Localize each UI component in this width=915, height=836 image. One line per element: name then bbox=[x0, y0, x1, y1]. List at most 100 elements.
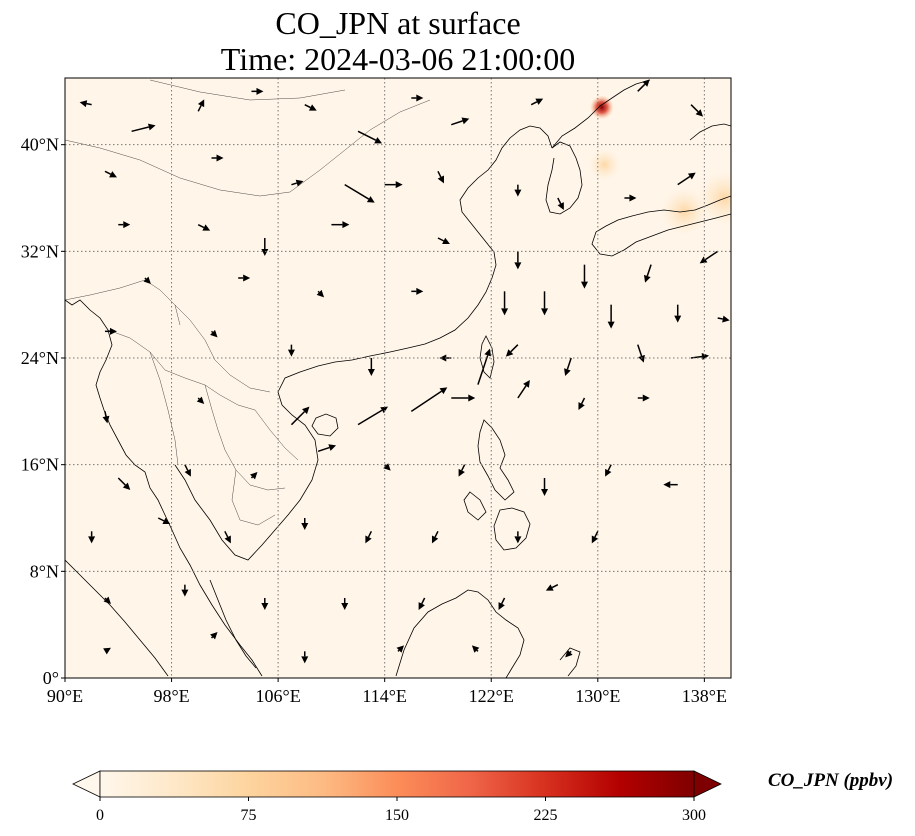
wind-arrow bbox=[211, 154, 224, 162]
wind-arrow bbox=[471, 645, 480, 653]
lon-tick-label: 122°E bbox=[469, 686, 514, 706]
lon-tick-label: 138°E bbox=[682, 686, 727, 706]
colorbar-tick-label: 225 bbox=[534, 807, 558, 824]
wind-arrow bbox=[451, 117, 470, 126]
wind-arrow bbox=[103, 596, 111, 604]
map-frame bbox=[64, 77, 732, 679]
wind-arrow bbox=[677, 172, 696, 186]
northeast-coastline bbox=[551, 79, 651, 149]
japan-south-coastline bbox=[591, 213, 731, 257]
wind-arrow bbox=[367, 358, 375, 376]
wind-arrow bbox=[517, 380, 530, 399]
philippines-mindanao-coastline bbox=[493, 507, 531, 551]
lon-tick-label: 98°E bbox=[153, 686, 189, 706]
wind-arrow bbox=[514, 184, 522, 197]
wind-arrow bbox=[261, 238, 269, 256]
sulawesi-coastline bbox=[559, 647, 581, 677]
wind-arrow bbox=[181, 584, 189, 597]
country-borders bbox=[65, 79, 431, 526]
wind-arrow bbox=[131, 123, 156, 133]
wind-arrow bbox=[197, 223, 211, 231]
wind-arrow bbox=[287, 344, 295, 357]
wind-arrow bbox=[301, 651, 309, 664]
wind-arrow bbox=[624, 194, 637, 202]
wind-arrow bbox=[564, 357, 572, 376]
wind-arrow bbox=[344, 184, 375, 203]
wind-arrow bbox=[304, 103, 317, 111]
wind-arrow bbox=[210, 329, 218, 338]
wind-arrow bbox=[637, 394, 650, 402]
wind-arrow bbox=[541, 291, 549, 316]
wind-arrow bbox=[605, 464, 612, 477]
hainan-coastline bbox=[311, 413, 339, 437]
mainland-coastline bbox=[65, 299, 263, 677]
wind-arrow bbox=[541, 478, 549, 496]
wind-arrow bbox=[591, 530, 599, 544]
wind-arrow bbox=[184, 464, 191, 477]
wind-arrow bbox=[104, 170, 117, 178]
lon-tick-label: 114°E bbox=[362, 686, 407, 706]
wind-arrow bbox=[607, 304, 615, 329]
wind-arrow bbox=[663, 481, 678, 489]
wind-arrow bbox=[437, 170, 444, 184]
lat-tick-label: 16°N bbox=[21, 455, 59, 475]
wind-arrow bbox=[411, 287, 424, 295]
wind-arrow bbox=[580, 264, 588, 289]
wind-arrow bbox=[643, 264, 652, 283]
wind-arrow bbox=[578, 397, 586, 410]
wind-arrow bbox=[477, 348, 492, 385]
lat-tick-label: 32°N bbox=[21, 241, 59, 261]
wind-arrow bbox=[637, 344, 645, 363]
wind-arrow bbox=[498, 597, 506, 610]
japan-coastline bbox=[595, 195, 731, 233]
colorbar-tick-label: 0 bbox=[96, 807, 104, 824]
wind-arrow bbox=[341, 598, 349, 610]
wind-arrow bbox=[384, 181, 403, 189]
wind-arrow bbox=[79, 100, 92, 108]
hokkaido-coastline bbox=[689, 123, 731, 141]
colorbar-label: CO_JPN (ppbv) bbox=[768, 770, 894, 791]
lat-tick-label: 24°N bbox=[21, 348, 59, 368]
wind-arrow bbox=[357, 130, 383, 144]
wind-arrow bbox=[143, 276, 151, 284]
co-hotspot-0 bbox=[589, 95, 614, 120]
wind-arrow bbox=[505, 344, 519, 357]
colorbar-body bbox=[99, 770, 695, 798]
wind-arrow bbox=[410, 387, 448, 412]
wind-arrow bbox=[383, 463, 391, 471]
lon-tick-label: 90°E bbox=[47, 686, 83, 706]
colorbar-tick-label: 300 bbox=[682, 807, 706, 824]
lon-tick-label: 106°E bbox=[256, 686, 301, 706]
wind-arrow bbox=[317, 444, 337, 453]
latitude-ticks: 0° 8°N 16°N 24°N 32°N 40°N bbox=[21, 135, 65, 688]
wind-arrow bbox=[103, 647, 111, 655]
wind-arrow bbox=[261, 598, 269, 610]
wind-arrow bbox=[250, 472, 258, 480]
colorbar-tick-label: 75 bbox=[241, 807, 257, 824]
wind-arrow bbox=[357, 406, 389, 426]
colorbar-extend-max bbox=[693, 770, 722, 798]
wind-arrow bbox=[104, 327, 117, 335]
lon-tick-label: 130°E bbox=[575, 686, 620, 706]
map-content bbox=[65, 78, 731, 678]
indochina-coastline bbox=[174, 125, 553, 561]
wind-arrow bbox=[451, 394, 476, 402]
lat-tick-label: 8°N bbox=[30, 561, 59, 581]
map-title-line-2: Time: 2024-03-06 21:00:00 bbox=[220, 41, 576, 77]
wind-arrow bbox=[530, 98, 544, 106]
wind-arrow bbox=[690, 353, 710, 360]
korea-coastline bbox=[545, 141, 583, 215]
colorbar-ticks: 0 75 150 225 300 bbox=[96, 797, 706, 824]
wind-vectors bbox=[79, 79, 730, 664]
wind-arrow bbox=[210, 632, 218, 640]
wind-arrow bbox=[251, 87, 264, 95]
wind-arrow bbox=[238, 274, 251, 282]
wind-arrow bbox=[365, 530, 373, 544]
wind-arrow bbox=[88, 531, 96, 544]
wind-arrow bbox=[157, 517, 171, 524]
malaysia-coastline bbox=[209, 579, 257, 669]
wind-arrow bbox=[514, 251, 522, 270]
map-title-line-1: CO_JPN at surface bbox=[275, 5, 521, 41]
colorbar-extend-min bbox=[72, 770, 101, 798]
borneo-coastline bbox=[395, 589, 525, 678]
